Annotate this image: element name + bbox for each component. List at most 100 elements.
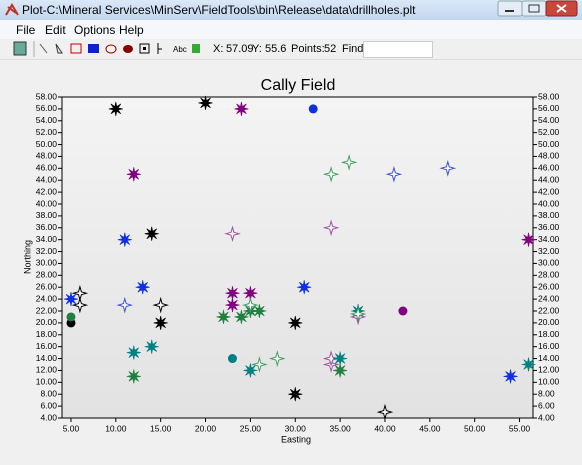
y2-tick-label: 12.00 [538,365,560,375]
y2-tick-label: 44.00 [538,174,560,184]
point [227,354,237,364]
y2-tick-label: 14.00 [538,353,560,363]
y-tick-label: 24.00 [36,293,58,303]
x-tick-label: 45.00 [419,423,441,433]
y-tick-label: 32.00 [36,246,58,256]
x-tick-label: 5.00 [63,423,80,433]
point [521,357,536,372]
point [117,232,132,247]
point [322,165,340,183]
app-icon [5,3,19,16]
window-title: Plot-C:\Mineral Services\MinServ\FieldTo… [22,3,416,17]
y2-tick-label: 28.00 [538,270,560,280]
point [152,296,170,314]
point [252,303,267,319]
x-tick-label: 10.00 [105,423,127,433]
points-label: Points: [291,43,325,55]
y2-tick-label: 4.00 [538,412,555,422]
menu-item[interactable]: Edit [45,23,66,37]
point [216,309,231,324]
y-tick-label: 26.00 [36,281,58,291]
y-tick-label: 40.00 [36,198,58,208]
y-tick-label: 22.00 [36,305,58,315]
y2-tick-label: 34.00 [538,234,560,244]
point [288,387,303,402]
y-tick-label: 30.00 [36,258,58,268]
menu-item[interactable]: Help [119,23,144,37]
y2-tick-label: 42.00 [538,186,560,196]
point [308,104,318,114]
y-tick-label: 28.00 [36,270,58,280]
y-tick-label: 46.00 [36,163,58,173]
point [340,154,358,171]
point [333,363,348,378]
y-tick-label: 34.00 [36,234,58,244]
point [376,403,394,421]
y-axis-label: Northing [22,240,32,274]
point [385,165,403,183]
y2-tick-label: 56.00 [538,103,560,113]
y-tick-label: 52.00 [36,127,58,137]
title-bar: Plot-C:\Mineral Services\MinServ\FieldTo… [0,0,582,20]
point [439,159,457,177]
chart-title: Cally Field [261,77,336,94]
x-tick-label: 35.00 [329,423,351,433]
y2-tick-label: 54.00 [538,115,560,125]
y2-tick-label: 16.00 [538,341,560,351]
point [144,226,159,241]
point [288,315,303,330]
y-tick-label: 6.00 [40,400,57,410]
y-tick-label: 16.00 [36,341,58,351]
window-controls[interactable] [497,0,579,18]
menu-item[interactable]: File [16,23,36,37]
tool-icons[interactable] [0,39,200,59]
point [268,350,286,367]
point [225,298,240,313]
y-tick-label: 4.00 [40,412,57,422]
toolbar: Abc X: 57.09 Y: 55.6 Points: 52 Find: [0,39,582,60]
y2-tick-label: 50.00 [538,139,560,149]
y-tick-label: 58.00 [36,91,58,101]
y2-tick-label: 18.00 [538,329,560,339]
point [71,296,89,314]
point [243,363,258,378]
point [198,95,213,110]
y2-tick-label: 20.00 [538,317,560,327]
y-tick-label: 8.00 [40,388,57,398]
text-tool[interactable]: Abc [173,45,187,54]
y2-tick-label: 36.00 [538,222,560,232]
x-tick-label: 50.00 [464,423,486,433]
y2-tick-label: 52.00 [538,127,560,137]
y2-tick-label: 38.00 [538,210,560,220]
y-value: 55.6 [265,43,287,55]
point [251,356,268,373]
y2-tick-label: 40.00 [538,198,560,208]
y-tick-label: 12.00 [36,365,58,375]
x-tick-label: 55.00 [509,423,531,433]
point [234,101,249,116]
point [242,296,259,314]
points-value: 52 [324,43,337,55]
y-tick-label: 18.00 [36,329,58,339]
menu-bar: File Edit Options Help [0,20,582,39]
find-input[interactable] [363,41,433,58]
find-label: Find: [342,43,367,55]
x-tick-label: 40.00 [374,423,396,433]
y-tick-label: 42.00 [36,186,58,196]
y2-tick-label: 32.00 [538,246,560,256]
point [322,219,340,237]
point [224,225,241,243]
point [63,292,79,307]
x-tick-label: 20.00 [195,423,217,433]
point [135,280,150,295]
y-tick-label: 56.00 [36,103,58,113]
point [116,296,134,314]
menu-item[interactable]: Options [74,23,116,37]
point [503,369,518,384]
y2-tick-label: 26.00 [538,281,560,291]
y2-tick-label: 58.00 [538,91,560,101]
y2-tick-label: 24.00 [538,293,560,303]
x-tick-label: 25.00 [240,423,262,433]
y-tick-label: 10.00 [36,377,58,387]
